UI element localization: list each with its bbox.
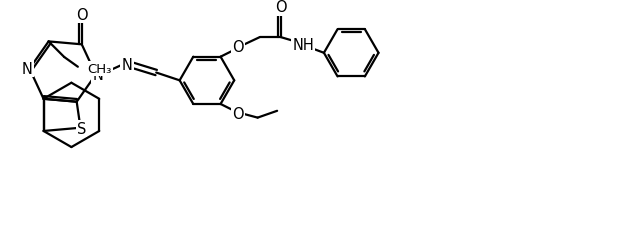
Text: N: N <box>122 58 132 73</box>
Text: S: S <box>77 121 86 136</box>
Text: CH₃: CH₃ <box>88 63 112 76</box>
Text: O: O <box>232 40 244 55</box>
Text: NH: NH <box>292 38 314 53</box>
Text: O: O <box>275 0 287 15</box>
Text: O: O <box>76 7 88 22</box>
Text: N: N <box>22 62 33 77</box>
Text: N: N <box>92 68 103 83</box>
Text: O: O <box>232 107 244 122</box>
